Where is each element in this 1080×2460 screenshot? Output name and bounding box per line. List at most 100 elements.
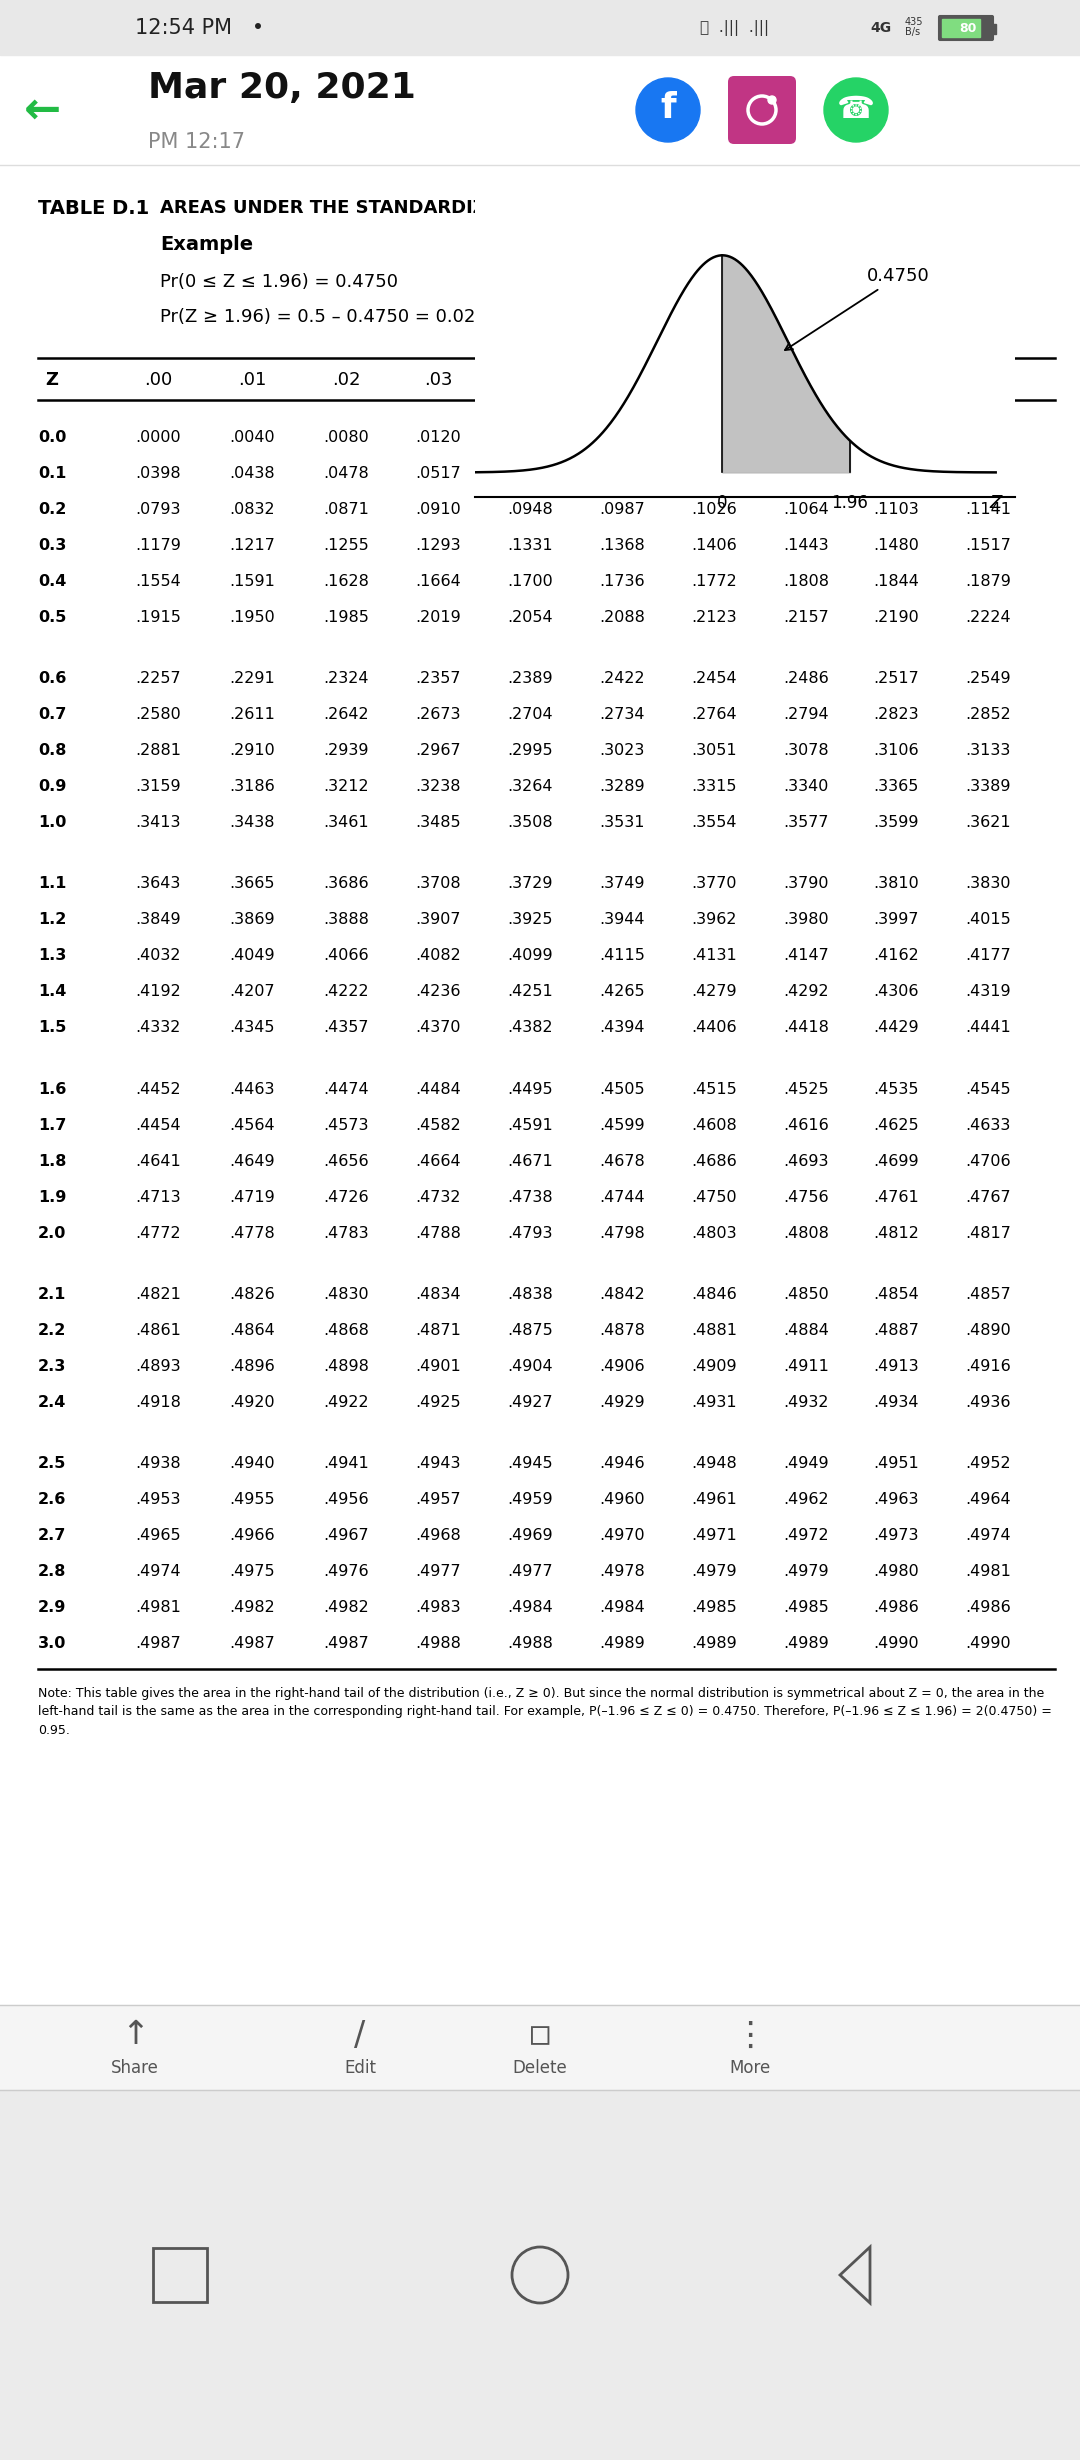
Text: .4964: .4964: [966, 1493, 1011, 1508]
Text: .4931: .4931: [691, 1395, 737, 1410]
Text: .4032: .4032: [135, 950, 180, 964]
Text: .4974: .4974: [135, 1565, 180, 1579]
Text: Edit: Edit: [345, 2059, 376, 2076]
Text: .2324: .2324: [323, 672, 368, 686]
Text: .4808: .4808: [783, 1225, 829, 1240]
Text: .3810: .3810: [873, 876, 919, 891]
Text: .4599: .4599: [599, 1117, 645, 1132]
Text: .4925: .4925: [415, 1395, 461, 1410]
Text: .3962: .3962: [691, 913, 737, 927]
Text: 2.3: 2.3: [38, 1358, 66, 1373]
Text: .00: .00: [144, 371, 172, 389]
Text: .1026: .1026: [691, 502, 737, 517]
Text: .4945: .4945: [508, 1456, 553, 1471]
Text: .4719: .4719: [229, 1191, 275, 1205]
Text: .3729: .3729: [508, 876, 553, 891]
Text: 0.7: 0.7: [38, 708, 66, 723]
Text: .4989: .4989: [691, 1636, 737, 1651]
Text: .4980: .4980: [873, 1565, 919, 1579]
Text: .4984: .4984: [508, 1599, 553, 1616]
Circle shape: [824, 79, 888, 143]
Text: .4535: .4535: [874, 1082, 919, 1097]
Text: .4959: .4959: [508, 1493, 553, 1508]
Text: .3133: .3133: [966, 743, 1011, 758]
Text: .2549: .2549: [966, 672, 1011, 686]
Text: .2157: .2157: [783, 610, 828, 625]
Text: .0319: .0319: [874, 430, 919, 445]
Text: .4929: .4929: [599, 1395, 645, 1410]
Text: .4484: .4484: [415, 1082, 461, 1097]
Text: .3365: .3365: [874, 780, 919, 795]
Text: .4918: .4918: [135, 1395, 181, 1410]
Text: .4767: .4767: [966, 1191, 1011, 1205]
Text: .1628: .1628: [323, 573, 369, 588]
Text: .2422: .2422: [599, 672, 645, 686]
Text: .3869: .3869: [229, 913, 274, 927]
Text: .07: .07: [792, 371, 820, 389]
Text: .4761: .4761: [873, 1191, 919, 1205]
Text: More: More: [729, 2059, 771, 2076]
Text: .3508: .3508: [508, 814, 553, 831]
Text: .4732: .4732: [415, 1191, 461, 1205]
Text: .4934: .4934: [874, 1395, 919, 1410]
Text: .2881: .2881: [135, 743, 181, 758]
Circle shape: [768, 96, 777, 103]
Text: .4706: .4706: [966, 1154, 1011, 1168]
Text: .4693: .4693: [783, 1154, 828, 1168]
Text: 2.4: 2.4: [38, 1395, 66, 1410]
Text: .4962: .4962: [783, 1493, 828, 1508]
Text: 1.8: 1.8: [38, 1154, 66, 1168]
Text: .0987: .0987: [599, 502, 645, 517]
Text: .4207: .4207: [229, 984, 274, 999]
Text: ◽: ◽: [528, 2020, 552, 2052]
Text: .4292: .4292: [783, 984, 828, 999]
Text: .3944: .3944: [599, 913, 645, 927]
Text: .4975: .4975: [229, 1565, 274, 1579]
Text: .3159: .3159: [135, 780, 180, 795]
Text: .0871: .0871: [323, 502, 369, 517]
Text: .4382: .4382: [508, 1021, 553, 1036]
Text: .1950: .1950: [229, 610, 275, 625]
Text: .4452: .4452: [135, 1082, 180, 1097]
Text: ↑: ↑: [121, 2020, 149, 2052]
Text: Mar 20, 2021: Mar 20, 2021: [148, 71, 416, 106]
Text: .4986: .4986: [966, 1599, 1011, 1616]
Text: .3686: .3686: [323, 876, 368, 891]
Text: .4878: .4878: [599, 1323, 645, 1338]
Text: .4901: .4901: [415, 1358, 461, 1373]
Text: .1179: .1179: [135, 539, 181, 554]
Text: .4987: .4987: [229, 1636, 275, 1651]
Text: .2291: .2291: [229, 672, 275, 686]
Text: .1406: .1406: [691, 539, 737, 554]
Text: .4015: .4015: [966, 913, 1011, 927]
Text: .2454: .2454: [691, 672, 737, 686]
Text: .3461: .3461: [323, 814, 368, 831]
Text: B/s: B/s: [905, 27, 920, 37]
Text: .0517: .0517: [415, 465, 461, 482]
Text: .2642: .2642: [323, 708, 368, 723]
Text: .4974: .4974: [966, 1528, 1011, 1542]
Text: .4306: .4306: [874, 984, 919, 999]
Text: .4573: .4573: [323, 1117, 368, 1132]
Text: .4922: .4922: [323, 1395, 368, 1410]
Text: .4265: .4265: [599, 984, 645, 999]
Text: .3621: .3621: [966, 814, 1011, 831]
Text: .4846: .4846: [691, 1287, 737, 1301]
Text: .1808: .1808: [783, 573, 829, 588]
Text: .4932: .4932: [783, 1395, 828, 1410]
Text: .2123: .2123: [691, 610, 737, 625]
Text: .3438: .3438: [229, 814, 274, 831]
Text: .4987: .4987: [135, 1636, 180, 1651]
Text: .4394: .4394: [599, 1021, 645, 1036]
Text: .2852: .2852: [966, 708, 1011, 723]
Text: .4978: .4978: [599, 1565, 645, 1579]
Text: .4726: .4726: [323, 1191, 368, 1205]
Text: .3051: .3051: [691, 743, 737, 758]
Text: .3289: .3289: [599, 780, 645, 795]
Text: .4591: .4591: [508, 1117, 553, 1132]
Text: .4953: .4953: [135, 1493, 180, 1508]
Text: .1591: .1591: [229, 573, 275, 588]
Text: .4966: .4966: [229, 1528, 274, 1542]
Text: .3708: .3708: [415, 876, 461, 891]
Text: .1331: .1331: [508, 539, 553, 554]
